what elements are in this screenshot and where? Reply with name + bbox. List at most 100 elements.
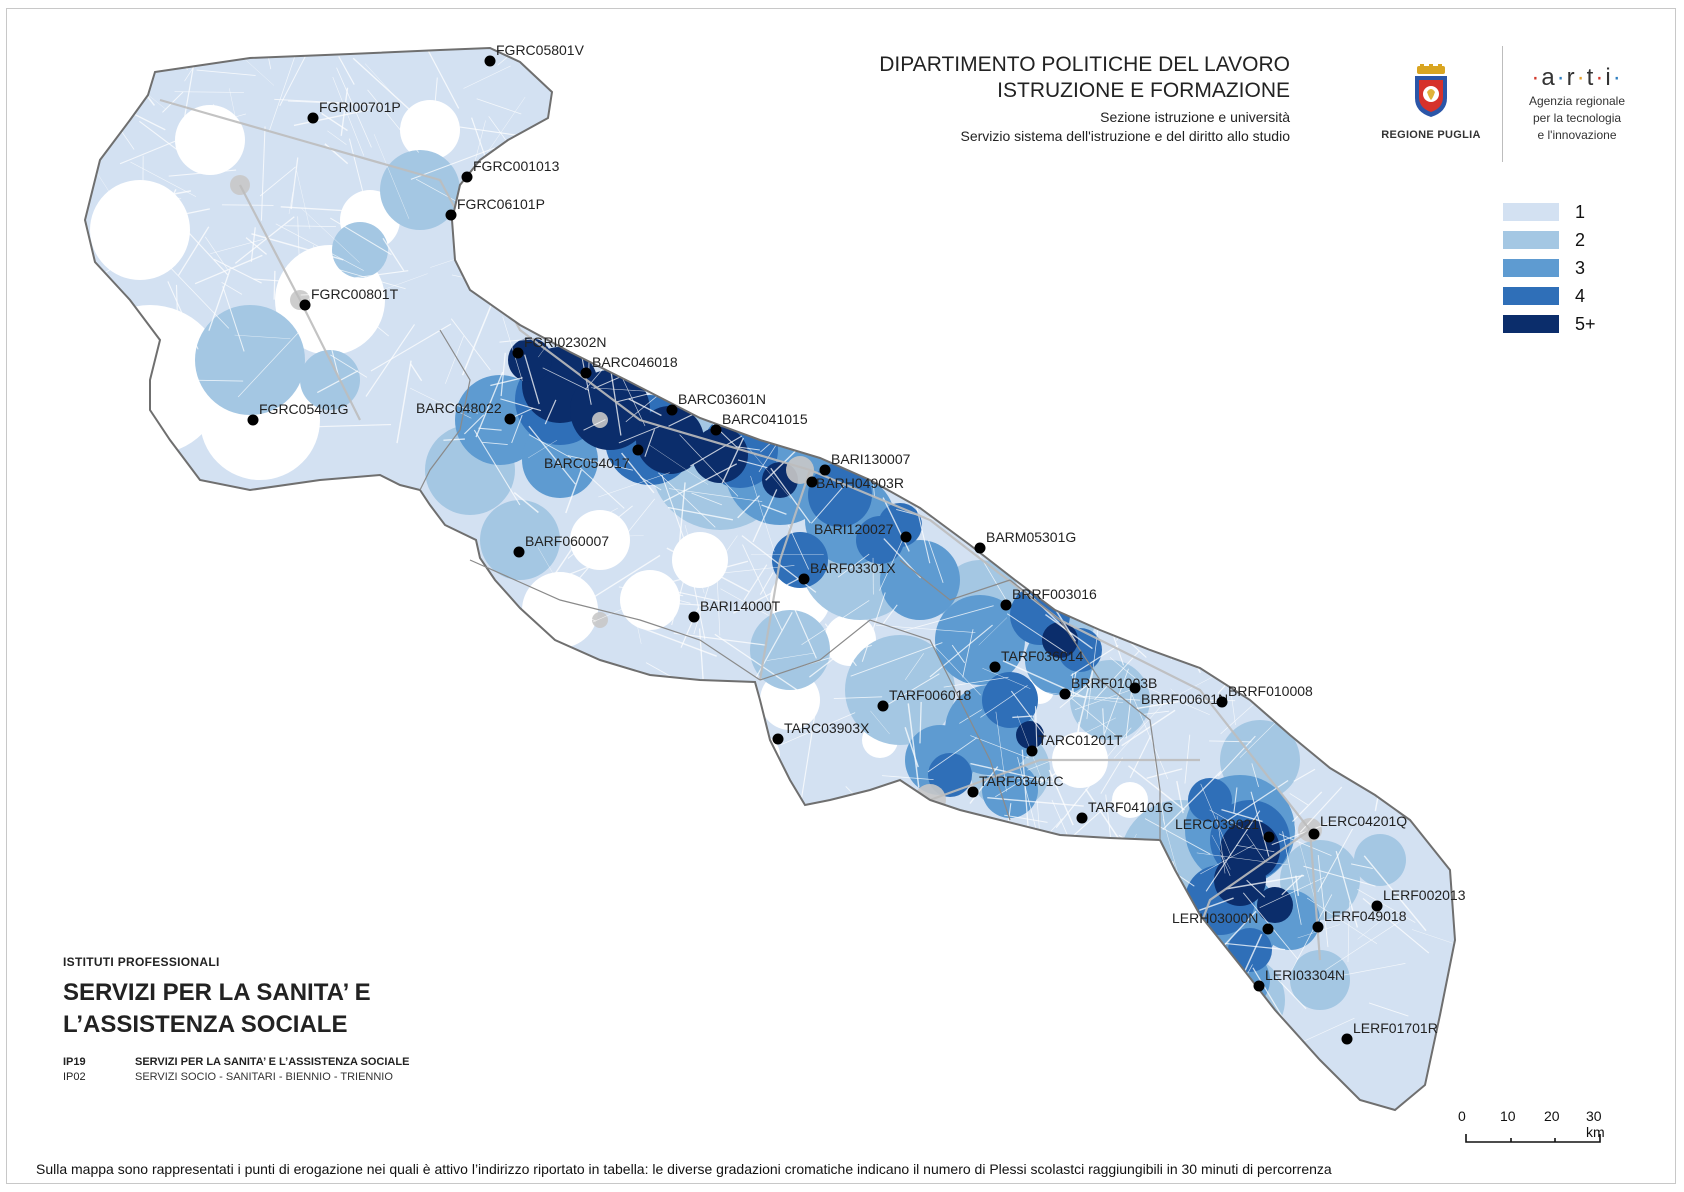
school-point-label: FGRC05801V [496,42,585,58]
school-point: BARI130007 [819,451,911,476]
school-point: BARI14000T [688,598,781,623]
school-point: LERH03000N [1172,910,1274,935]
school-point: LERF049018 [1312,908,1407,933]
department-line-1: DIPARTIMENTO POLITICHE DEL LAVORO [879,53,1290,76]
school-point-marker [1308,828,1320,840]
school-point-label: LERF049018 [1324,908,1407,924]
school-point-marker [900,531,912,543]
school-point: TARC03903X [772,720,870,745]
legend-label: 4 [1575,285,1586,306]
regione-puglia-logo: REGIONE PUGLIA [1376,64,1486,141]
school-point: BARM05301G [974,529,1076,554]
school-point: LERI03304N [1253,967,1345,992]
arti-logo: ·a·r·t·i· Agenzia regionale per la tecno… [1512,64,1642,143]
section-line: Sezione istruzione e università [1100,109,1290,125]
province-border [899,559,1011,601]
school-point-marker [247,414,259,426]
school-point-label: LERC039021 [1175,816,1259,832]
school-point-marker [445,209,457,221]
school-point-label: BARC046018 [592,354,678,370]
school-point-marker [307,112,319,124]
school-point-label: FGRI02302N [524,334,606,350]
school-point: BARI120027 [814,521,912,543]
department-line-2: ISTRUZIONE E FORMAZIONE [997,79,1290,102]
code-description: SERVIZI PER LA SANITA’ E L’ASSISTENZA SO… [135,1056,410,1068]
school-point-label: LERF01701R [1353,1020,1438,1036]
school-point-label: FGRC06101P [457,196,545,212]
school-point-label: BARM05301G [986,529,1076,545]
legend-swatch [1503,203,1559,221]
school-point-marker [819,464,831,476]
course-category: ISTITUTI PROFESSIONALI [63,955,220,969]
school-point: BARF060007 [513,533,609,558]
code-label: IP19 [63,1056,86,1068]
school-point-label: BRRF01003B [1071,675,1157,691]
school-point-label: BARH04903R [816,475,904,491]
legend-item: 5+ [1503,310,1596,338]
school-point: BARC041015 [710,411,808,436]
school-point-label: BARC048022 [416,400,502,416]
school-point-label: TARF036014 [1001,648,1083,664]
school-point-marker [512,347,524,359]
service-line: Servizio sistema dell'istruzione e del d… [960,128,1291,144]
school-point: BARC048022 [416,400,516,425]
school-point-label: BARI14000T [700,598,781,614]
legend: 1 2 3 4 5+ [1503,198,1596,338]
school-point-marker [688,611,700,623]
province-border [419,329,471,491]
school-point: TARF006018 [877,687,971,712]
arti-wordmark: ·a·r·t·i· [1531,64,1623,91]
school-point-marker [513,546,525,558]
school-point-marker [806,476,818,488]
school-point: BRRF010008 [1216,683,1313,708]
province-border [759,619,1011,821]
map-frame [6,8,1676,1184]
school-point-marker [484,55,496,67]
school-point-marker [772,733,784,745]
course-codes: IP19 SERVIZI PER LA SANITA’ E L’ASSISTEN… [63,1055,409,1085]
school-point: TARC01201T [1026,732,1123,757]
code-description: SERVIZI SOCIO - SANITARI - BIENNIO - TRI… [135,1071,393,1083]
school-point: LERC04201Q [1308,813,1407,840]
school-point-label: TARC01201T [1038,732,1123,748]
school-point: BARF03301X [798,560,896,585]
school-point: BARC054017 [544,444,644,471]
code-row: IP02 SERVIZI SOCIO - SANITARI - BIENNIO … [63,1070,409,1085]
school-points-layer: FGRC05801V FGRI00701P FGRC001013 FGRC06101P… [247,42,1466,1045]
school-point-label: TARF03401C [979,773,1064,789]
map-footnote: Sulla mappa sono rappresentati i punti d… [36,1161,1332,1177]
department-header: DIPARTIMENTO POLITICHE DEL LAVORO ISTRUZ… [879,52,1290,146]
school-point: FGRC00801T [299,286,399,311]
school-point-marker [666,404,678,416]
school-point-label: LERH03000N [1172,910,1258,926]
school-point-marker [1216,696,1228,708]
regione-puglia-caption: REGIONE PUGLIA [1381,129,1481,141]
legend-label: 5+ [1575,313,1596,334]
school-point-label: BARI130007 [831,451,911,467]
school-point: FGRC05401G [247,401,348,426]
school-point-label: BARF060007 [525,533,609,549]
school-point: LERF01701R [1341,1020,1438,1045]
school-point-label: TARC03903X [784,720,870,736]
school-point-label: TARF006018 [889,687,971,703]
school-point-label: BARF03301X [810,560,896,576]
school-point-label: BARC041015 [722,411,808,427]
school-point-label: BRRF003016 [1012,586,1097,602]
school-point-label: FGRC05401G [259,401,348,417]
school-point: FGRI02302N [512,334,606,359]
legend-item: 4 [1503,282,1596,310]
legend-item: 3 [1503,254,1596,282]
school-point: FGRC05801V [484,42,585,67]
school-point: BRRF003016 [1000,586,1097,611]
code-label: IP02 [63,1071,86,1083]
school-point-marker [1000,599,1012,611]
school-point-marker [1026,745,1038,757]
school-point-marker [1262,923,1274,935]
school-point-marker [1371,900,1383,912]
course-title-line-1: SERVIZI PER LA SANITA’ E [63,979,371,1006]
school-point-label: BARC054017 [544,455,630,471]
school-point-marker [504,413,516,425]
school-point: BRRF00601N [1129,682,1228,707]
arti-subtitle-1: Agenzia regionale [1528,94,1626,108]
school-point: LERF002013 [1371,887,1466,912]
